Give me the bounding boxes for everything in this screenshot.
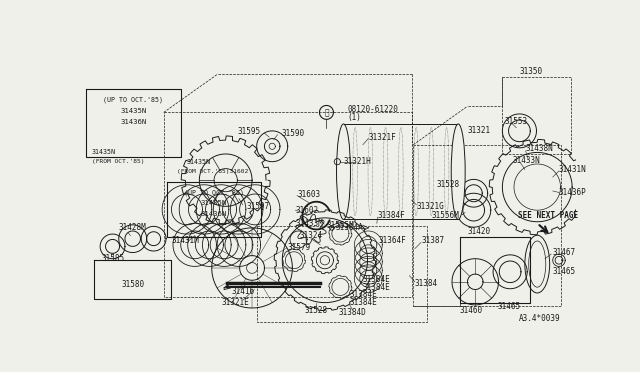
Text: 31364F: 31364F [378,237,406,246]
Text: (UP TO OCT.'85): (UP TO OCT.'85) [104,97,163,103]
Text: SEE NEXT PAGE: SEE NEXT PAGE [518,211,578,220]
Text: 31428M: 31428M [119,224,147,232]
Text: 31528: 31528 [436,180,460,189]
Text: 31384E: 31384E [363,283,390,292]
Ellipse shape [337,124,351,219]
Text: 31384E: 31384E [349,291,378,299]
Text: 31435N: 31435N [187,159,211,165]
Text: 31465: 31465 [498,302,521,311]
Text: A3.4*0039: A3.4*0039 [519,314,561,323]
Text: 31384E: 31384E [363,275,390,284]
Text: 31321G: 31321G [417,202,444,211]
Text: 31438N: 31438N [525,144,554,153]
Text: 31321F: 31321F [368,132,396,141]
Text: 31435N: 31435N [120,108,147,114]
Text: (FROM OCT.'85): (FROM OCT.'85) [92,159,144,164]
Text: 31416: 31416 [232,286,255,295]
Text: 31585: 31585 [102,254,125,263]
Text: 31387: 31387 [421,237,444,246]
Text: (FROM OCT.'85)31602: (FROM OCT.'85)31602 [177,169,248,174]
Text: 31384: 31384 [415,279,438,288]
Text: 31436N: 31436N [120,119,147,125]
Text: 31384F: 31384F [378,211,405,220]
Text: 31321H: 31321H [344,157,371,166]
Text: 31467: 31467 [553,248,576,257]
Text: 31460: 31460 [459,306,482,315]
Text: 31436P: 31436P [559,188,587,197]
Text: 31321: 31321 [467,126,491,135]
Text: 31324: 31324 [300,231,323,240]
Text: 31597: 31597 [246,202,269,211]
Text: 31602: 31602 [296,206,319,215]
Text: 31436N: 31436N [201,211,227,217]
Text: 31528: 31528 [305,306,328,315]
Text: 31420: 31420 [468,227,491,236]
Text: 31384A: 31384A [336,224,364,232]
Text: 31465: 31465 [553,267,576,276]
Text: 31603: 31603 [297,190,320,199]
Text: 31431N: 31431N [559,165,587,174]
Text: 31580: 31580 [121,280,144,289]
Text: 31321E: 31321E [221,298,249,307]
Text: ③: ③ [324,108,329,117]
Text: 31556M: 31556M [432,211,460,220]
Text: 31433N: 31433N [513,155,540,165]
Text: 31384D: 31384D [339,308,367,317]
Text: 31435N: 31435N [201,200,227,206]
Text: 31384E: 31384E [349,298,378,307]
Text: (UP TO OCT.'85): (UP TO OCT.'85) [184,189,244,196]
Text: 08120-61220: 08120-61220 [348,105,398,114]
Text: 31553: 31553 [505,117,528,126]
Text: (1): (1) [348,113,361,122]
Text: 31435N: 31435N [92,150,116,155]
Text: 31431M: 31431M [172,237,199,246]
Text: 31433M: 31433M [296,219,323,228]
Text: 31555M: 31555M [326,221,354,230]
Ellipse shape [451,124,465,219]
Text: 31590: 31590 [282,129,305,138]
Text: 31350: 31350 [520,67,543,76]
Text: 31595: 31595 [237,127,260,136]
Text: 31579: 31579 [288,243,311,251]
